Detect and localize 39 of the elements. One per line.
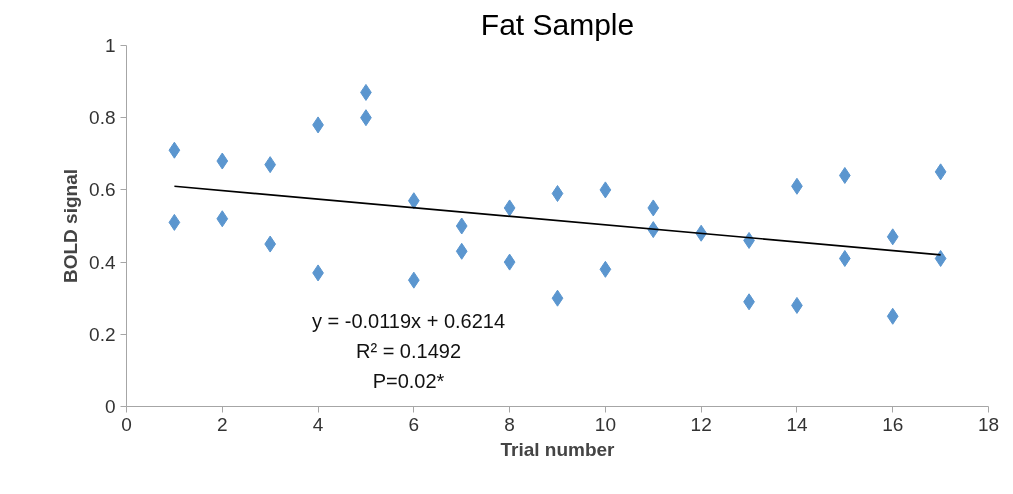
x-tick-label: 14 — [786, 413, 808, 435]
y-tick-label: 0.8 — [89, 107, 116, 129]
x-tick-label: 10 — [594, 413, 616, 435]
annotation: R² = 0.1492 — [355, 339, 462, 362]
x-tick-label: 4 — [312, 413, 324, 435]
point — [503, 253, 516, 271]
x-tick-label: 18 — [977, 413, 1000, 435]
y-tick-label: 0 — [104, 396, 116, 417]
chart-title: Fat Sample — [480, 7, 635, 41]
point — [216, 210, 229, 228]
point — [503, 199, 516, 217]
x-tick-label: 6 — [408, 413, 420, 435]
point — [886, 307, 899, 325]
point — [599, 260, 612, 278]
x-tick-label: 16 — [882, 413, 904, 435]
point — [168, 213, 181, 231]
point — [216, 152, 229, 170]
x-tick-label: 2 — [216, 413, 228, 435]
point — [455, 217, 468, 235]
x-tick-label: 12 — [690, 413, 712, 435]
y-tick-label: 0.6 — [89, 179, 116, 201]
point — [647, 199, 660, 217]
point — [455, 242, 468, 260]
x-tick-label: 0 — [121, 413, 132, 435]
y-tick-label: 1 — [104, 35, 116, 56]
point — [168, 141, 181, 159]
annotation: y = -0.0119x + 0.6214 — [311, 309, 506, 332]
x-tick-label: 8 — [504, 413, 515, 435]
point — [934, 163, 947, 181]
point — [934, 249, 947, 267]
point — [551, 289, 564, 307]
y-axis-title: BOLD signal — [60, 168, 82, 283]
y-tick-label: 0.4 — [89, 251, 116, 273]
x-axis-title: Trial number — [500, 438, 616, 460]
point — [886, 228, 899, 246]
point — [599, 181, 612, 199]
annotation: P=0.02* — [372, 369, 445, 392]
point — [551, 185, 564, 203]
y-tick-label: 0.2 — [89, 323, 116, 345]
